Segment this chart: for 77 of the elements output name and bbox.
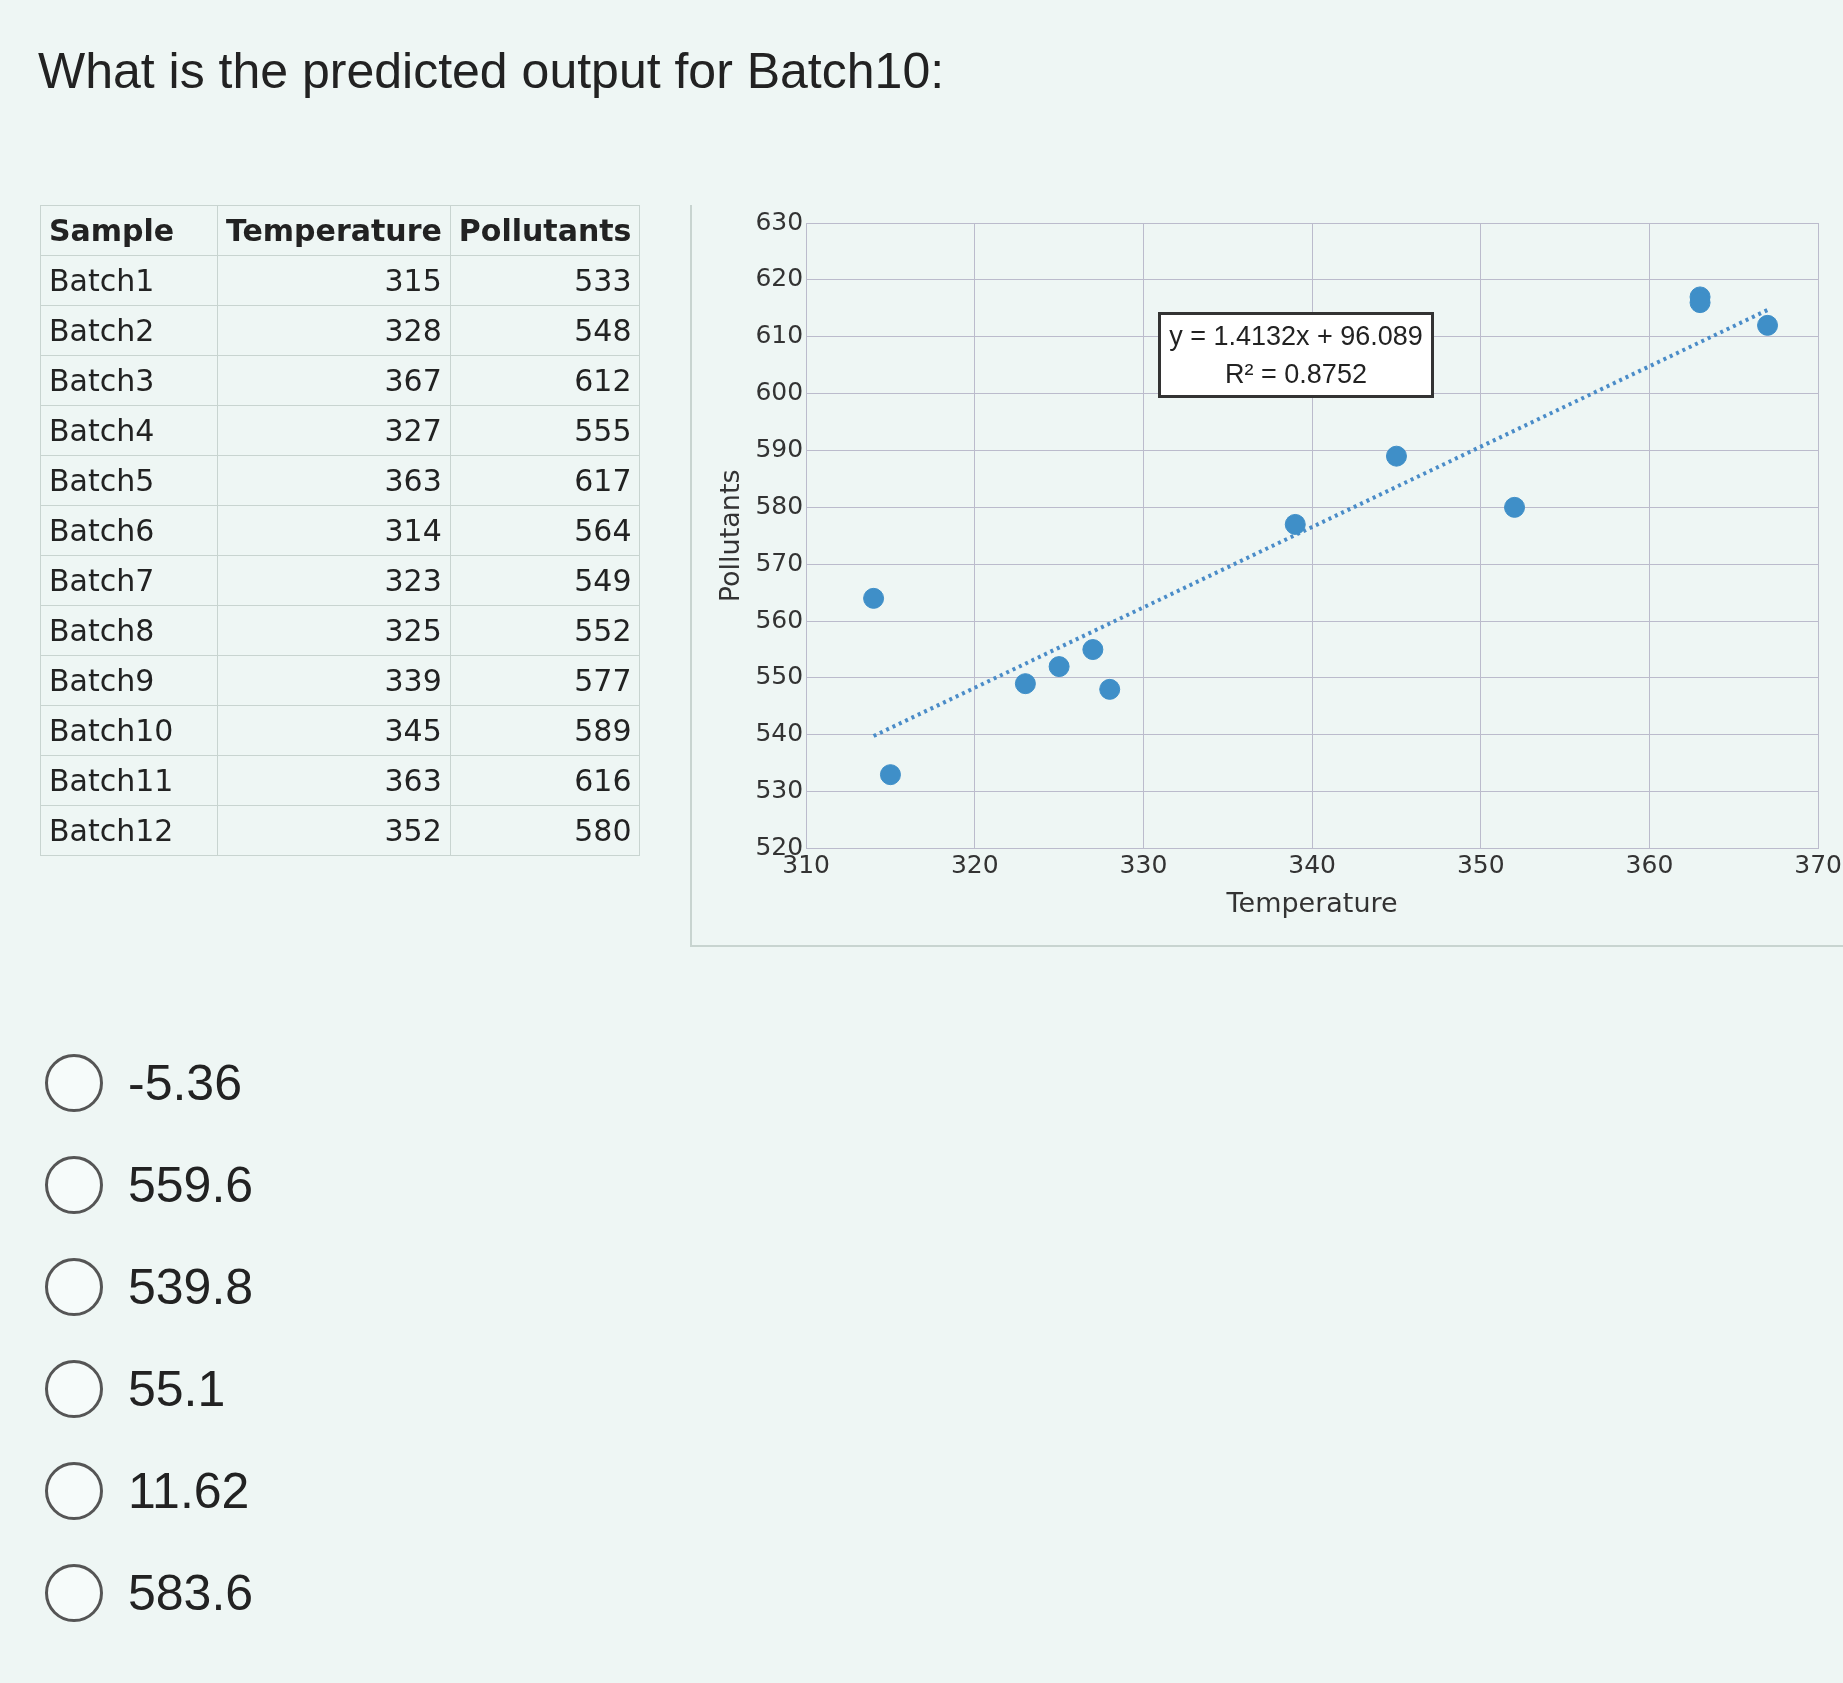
text: 612 (450, 355, 640, 406)
text: Batch10 (40, 705, 218, 756)
text: 533 (450, 255, 640, 306)
text: 363 (217, 455, 451, 506)
y-tick-label: 530 (755, 775, 804, 805)
y-tick-label: 610 (755, 320, 804, 350)
text: 327 (217, 405, 451, 456)
text: Sample (40, 205, 218, 256)
point (1757, 314, 1779, 336)
text: Batch6 (40, 505, 218, 556)
point (1385, 445, 1407, 467)
point (879, 764, 901, 786)
text: Batch4 (40, 405, 218, 456)
text: 555 (450, 405, 640, 456)
point (1014, 673, 1036, 695)
x-tick-label: 360 (1625, 850, 1674, 880)
text: 363 (217, 755, 451, 806)
text: 559.6 (128, 1156, 254, 1214)
text: 539.8 (128, 1258, 254, 1316)
text: Pollutants (458, 213, 632, 248)
x-tick-label: 370 (1794, 850, 1842, 880)
text: Batch5 (40, 455, 218, 506)
text: Batch11 (40, 755, 218, 806)
annotation: y = 1.4132x + 96.089 (1169, 321, 1423, 351)
text: 345 (217, 705, 451, 756)
text: 55.1 (128, 1360, 226, 1418)
text: -5.36 (128, 1054, 242, 1112)
text: Batch3 (40, 355, 218, 406)
text: Batch12 (40, 805, 218, 856)
text: 11.62 (128, 1462, 250, 1520)
point (1099, 678, 1121, 700)
x-axis-title: Temperature (1225, 886, 1398, 918)
text: Batch7 (40, 555, 218, 606)
y-tick-label: 550 (755, 661, 804, 691)
text: 589 (450, 705, 640, 756)
text: 617 (450, 455, 640, 506)
x-tick-label: 330 (1119, 850, 1168, 880)
y-tick-label: 560 (755, 604, 804, 634)
chart-title: What is the predicted output for Batch10: (38, 42, 945, 100)
text: Batch2 (40, 305, 218, 356)
text: 580 (450, 805, 640, 856)
y-tick-label: 570 (755, 547, 804, 577)
text: 616 (450, 755, 640, 806)
x-tick-label: 350 (1456, 850, 1505, 880)
text: Temperature (226, 213, 442, 248)
point (1082, 639, 1104, 661)
x-tick-label: 340 (1288, 850, 1336, 880)
point (863, 587, 885, 609)
y-tick-label: 620 (755, 263, 804, 293)
x-tick-label: 320 (950, 850, 999, 880)
text: 577 (450, 655, 640, 706)
y-tick-label: 590 (755, 433, 804, 463)
text: Batch1 (40, 255, 218, 306)
y-tick-label: 540 (755, 718, 804, 748)
point (1504, 496, 1526, 518)
text: 367 (217, 355, 451, 406)
text: 325 (217, 605, 451, 656)
text: 564 (450, 505, 640, 556)
text: 339 (217, 655, 451, 706)
text: 548 (450, 305, 640, 356)
text: 315 (217, 255, 451, 306)
y-tick-label: 580 (755, 490, 804, 520)
y-axis-title: Pollutants (714, 469, 746, 603)
text: 583.6 (128, 1564, 254, 1622)
text: Batch8 (40, 605, 218, 656)
text: 552 (450, 605, 640, 656)
point (1048, 656, 1070, 678)
annotation: R² = 0.8752 (1225, 359, 1367, 389)
text: 352 (217, 805, 451, 856)
text: 328 (217, 305, 451, 356)
y-tick-label: 630 (755, 206, 804, 236)
text: 314 (217, 505, 451, 556)
point (1284, 513, 1306, 535)
text: 323 (217, 555, 451, 606)
text: Batch9 (40, 655, 218, 706)
y-tick-label: 600 (755, 377, 804, 407)
text: 549 (450, 555, 640, 606)
